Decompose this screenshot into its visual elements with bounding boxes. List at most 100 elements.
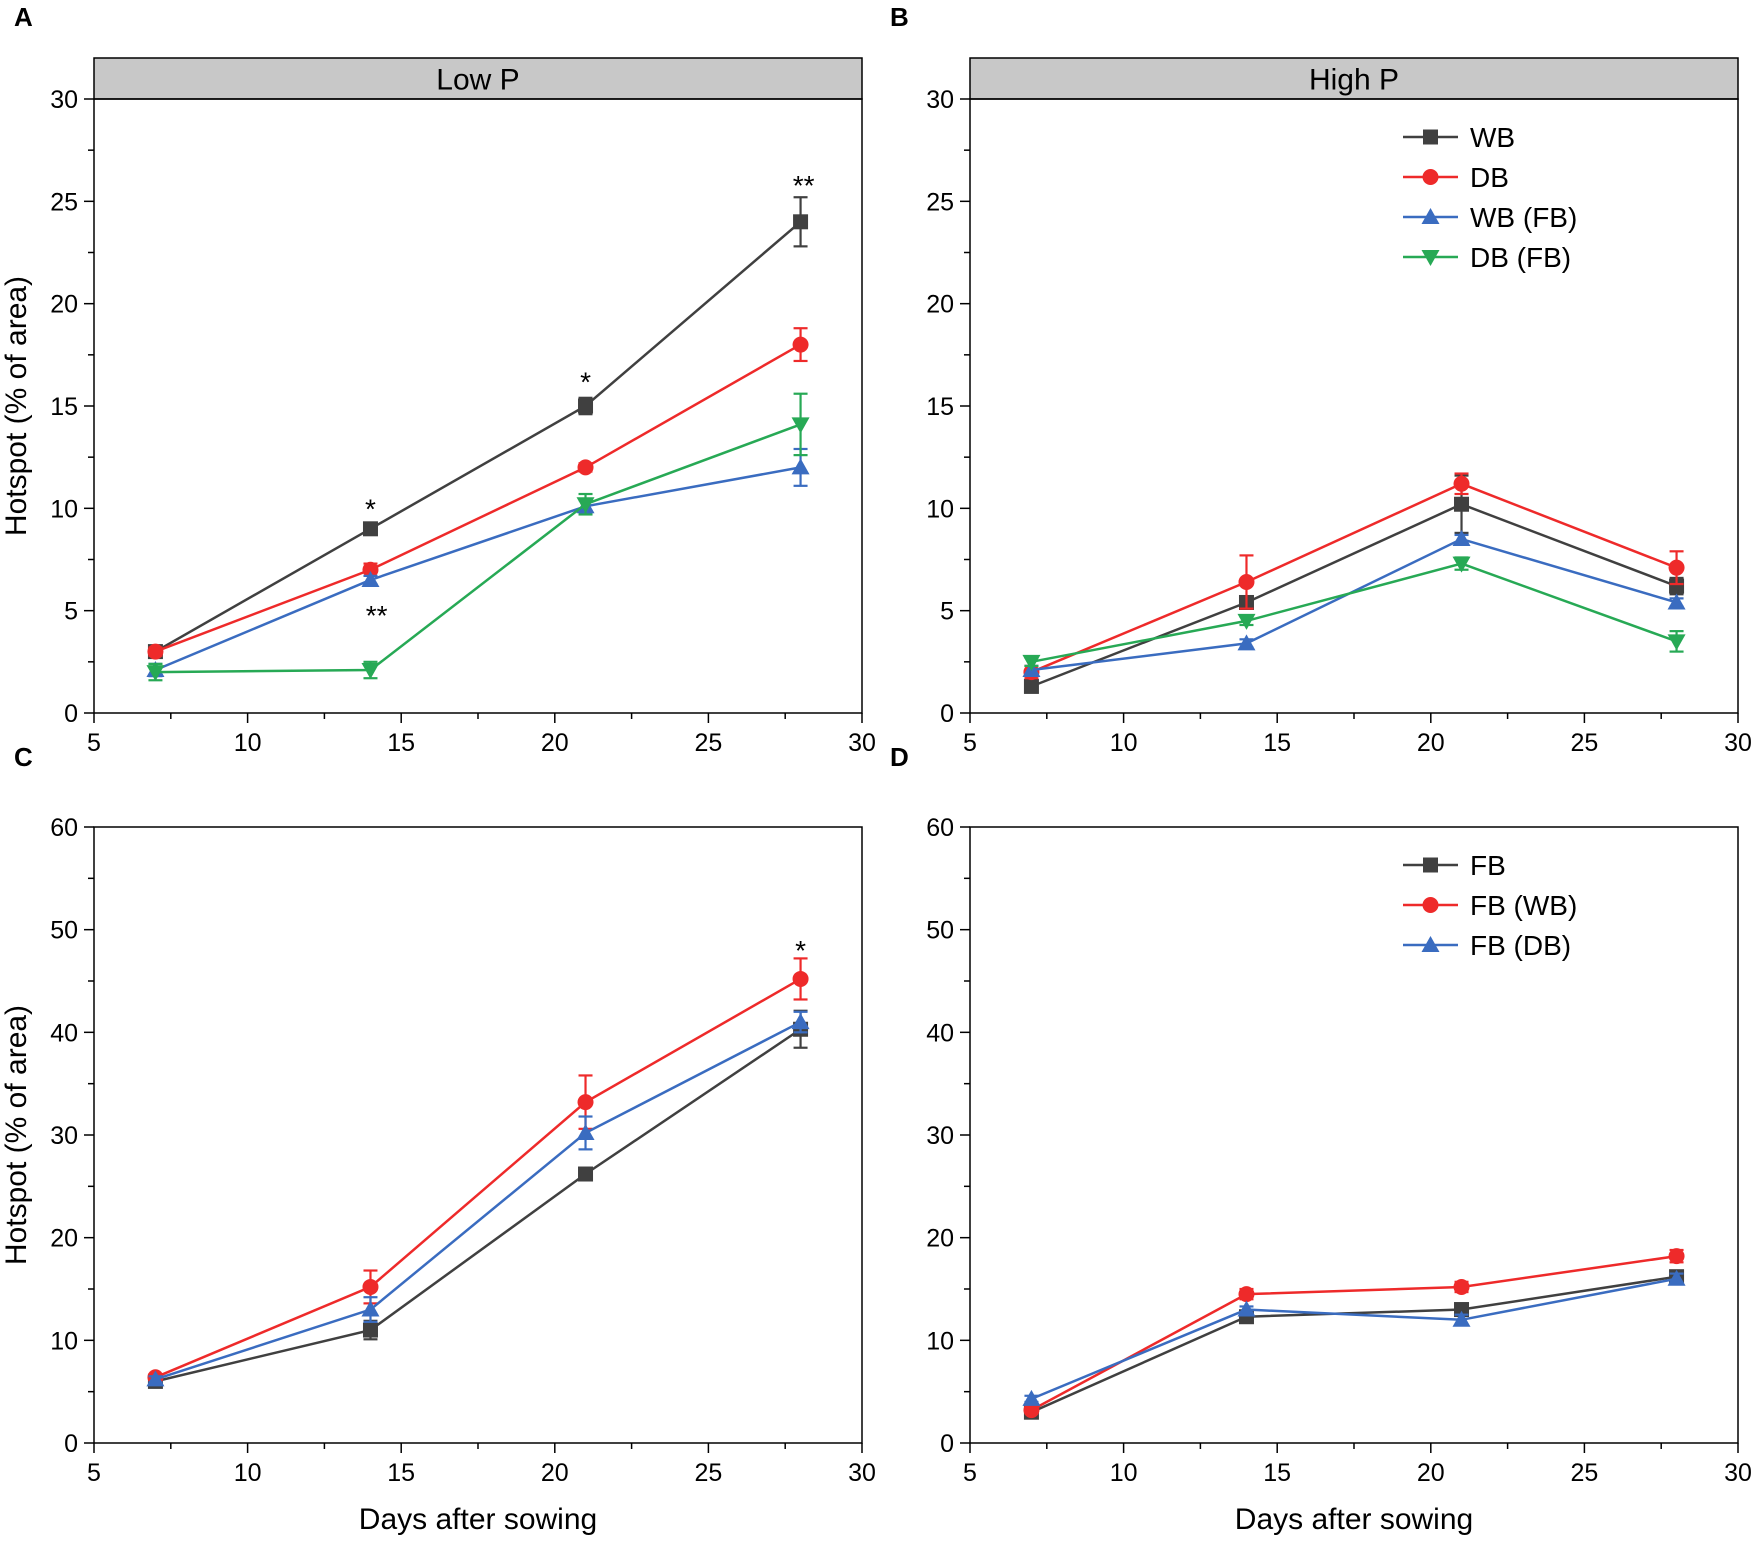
data-point	[1452, 530, 1471, 547]
significance-annotation: *	[580, 366, 591, 397]
data-point	[146, 1370, 165, 1387]
x-tick-label: 30	[1724, 1459, 1752, 1487]
legend-marker	[1423, 129, 1438, 145]
legend-label: WB (FB)	[1470, 202, 1577, 233]
data-point	[1667, 1269, 1686, 1286]
series-line	[1030, 1277, 1677, 1401]
series-line	[1030, 1254, 1677, 1412]
series-fb-wb	[147, 957, 809, 1386]
legend-label: FB	[1470, 850, 1506, 881]
x-tick-label: 30	[1724, 729, 1752, 757]
x-tick-label: 25	[694, 1459, 722, 1487]
strip-header	[93, 57, 863, 100]
y-tick-label: 0	[940, 700, 954, 728]
panel-letter: D	[890, 742, 909, 772]
data-point	[1238, 574, 1255, 591]
data-point	[361, 663, 380, 680]
y-tick-label: 10	[50, 1327, 78, 1355]
data-point	[362, 521, 378, 537]
x-tick-label: 5	[87, 729, 101, 757]
legend-label: WB	[1470, 122, 1515, 153]
x-axis-title: Days after sowing	[359, 1503, 597, 1536]
data-point	[362, 561, 379, 578]
legend-item: WB	[1403, 122, 1515, 153]
data-point	[147, 643, 164, 660]
y-tick-label: 5	[64, 598, 78, 626]
plot-frame	[969, 826, 1739, 1444]
data-point	[1453, 475, 1470, 492]
data-point	[576, 1123, 595, 1140]
legend: WB DB WB (FB) DB (FB)	[1403, 122, 1577, 273]
plot-frame	[93, 826, 863, 1444]
x-tick-label: 15	[1263, 729, 1291, 757]
data-point	[361, 1300, 380, 1317]
x-tick-label: 15	[387, 1459, 415, 1487]
data-point	[791, 1013, 810, 1030]
legend-marker	[1421, 208, 1440, 224]
strip-title: Low P	[436, 64, 519, 97]
legend-item: FB	[1403, 850, 1506, 881]
y-tick-label: 25	[50, 188, 78, 216]
x-tick-label: 30	[848, 1459, 876, 1487]
panel-letter: A	[14, 2, 33, 32]
series-wb-fb	[146, 447, 810, 678]
legend-marker	[1422, 897, 1439, 913]
data-point	[1667, 593, 1686, 610]
legend-label: FB (DB)	[1470, 930, 1571, 961]
data-point	[1452, 556, 1471, 573]
data-point	[1454, 1302, 1470, 1318]
data-point	[577, 1094, 594, 1111]
series-line	[155, 1020, 802, 1381]
legend-label: FB (WB)	[1470, 890, 1577, 921]
data-point	[1023, 678, 1039, 694]
x-tick-label: 20	[1417, 1459, 1445, 1487]
y-tick-label: 0	[64, 1430, 78, 1458]
y-tick-label: 60	[50, 814, 78, 842]
series-db	[147, 327, 809, 660]
y-tick-label: 50	[926, 917, 954, 945]
y-tick-label: 40	[926, 1019, 954, 1047]
legend-label: DB (FB)	[1470, 242, 1571, 273]
x-tick-label: 10	[234, 1459, 262, 1487]
series-wb	[147, 196, 809, 660]
y-tick-label: 20	[926, 1225, 954, 1253]
x-tick-label: 25	[694, 729, 722, 757]
x-axis-title: Days after sowing	[1235, 1503, 1473, 1536]
series-db-fb	[146, 392, 810, 682]
legend-marker	[1421, 250, 1440, 266]
data-point	[1237, 634, 1256, 651]
y-tick-label: 20	[50, 291, 78, 319]
data-point	[1668, 1248, 1685, 1265]
series-line	[1030, 502, 1678, 688]
series-db-fb	[1022, 556, 1686, 671]
series-line	[1030, 482, 1678, 674]
data-point	[1669, 578, 1685, 594]
y-tick-label: 0	[940, 1430, 954, 1458]
series-line	[154, 220, 802, 653]
y-tick-label: 5	[940, 598, 954, 626]
data-point	[791, 458, 810, 475]
series-wb	[1023, 474, 1685, 694]
data-point	[1022, 1389, 1041, 1406]
x-tick-label: 25	[1570, 1459, 1598, 1487]
data-point	[1453, 1278, 1470, 1295]
data-point	[1454, 496, 1470, 512]
panel-letter: C	[14, 742, 33, 772]
data-point	[1667, 634, 1686, 651]
y-tick-label: 25	[926, 188, 954, 216]
data-point	[792, 970, 809, 987]
series-line	[154, 343, 802, 653]
data-point	[793, 214, 809, 230]
data-point	[1668, 559, 1685, 576]
x-tick-label: 5	[87, 1459, 101, 1487]
x-tick-label: 15	[387, 729, 415, 757]
series-fb-db	[146, 1010, 810, 1387]
data-point	[1023, 1402, 1040, 1419]
x-tick-label: 30	[848, 729, 876, 757]
x-tick-label: 10	[234, 729, 262, 757]
y-tick-label: 10	[926, 495, 954, 523]
panel-letter: B	[890, 2, 909, 32]
legend-marker	[1421, 936, 1440, 952]
